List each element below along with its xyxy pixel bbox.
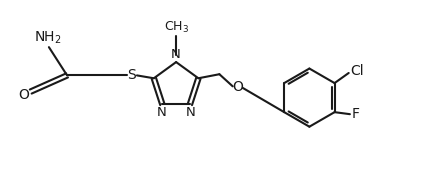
Text: N: N xyxy=(171,48,181,61)
Text: N: N xyxy=(186,106,196,119)
Text: NH$_2$: NH$_2$ xyxy=(34,30,62,47)
Text: CH$_3$: CH$_3$ xyxy=(165,20,190,35)
Text: Cl: Cl xyxy=(350,64,364,78)
Text: O: O xyxy=(232,80,243,94)
Text: S: S xyxy=(127,68,136,82)
Text: F: F xyxy=(352,107,360,121)
Text: O: O xyxy=(19,88,29,102)
Text: N: N xyxy=(156,106,166,119)
